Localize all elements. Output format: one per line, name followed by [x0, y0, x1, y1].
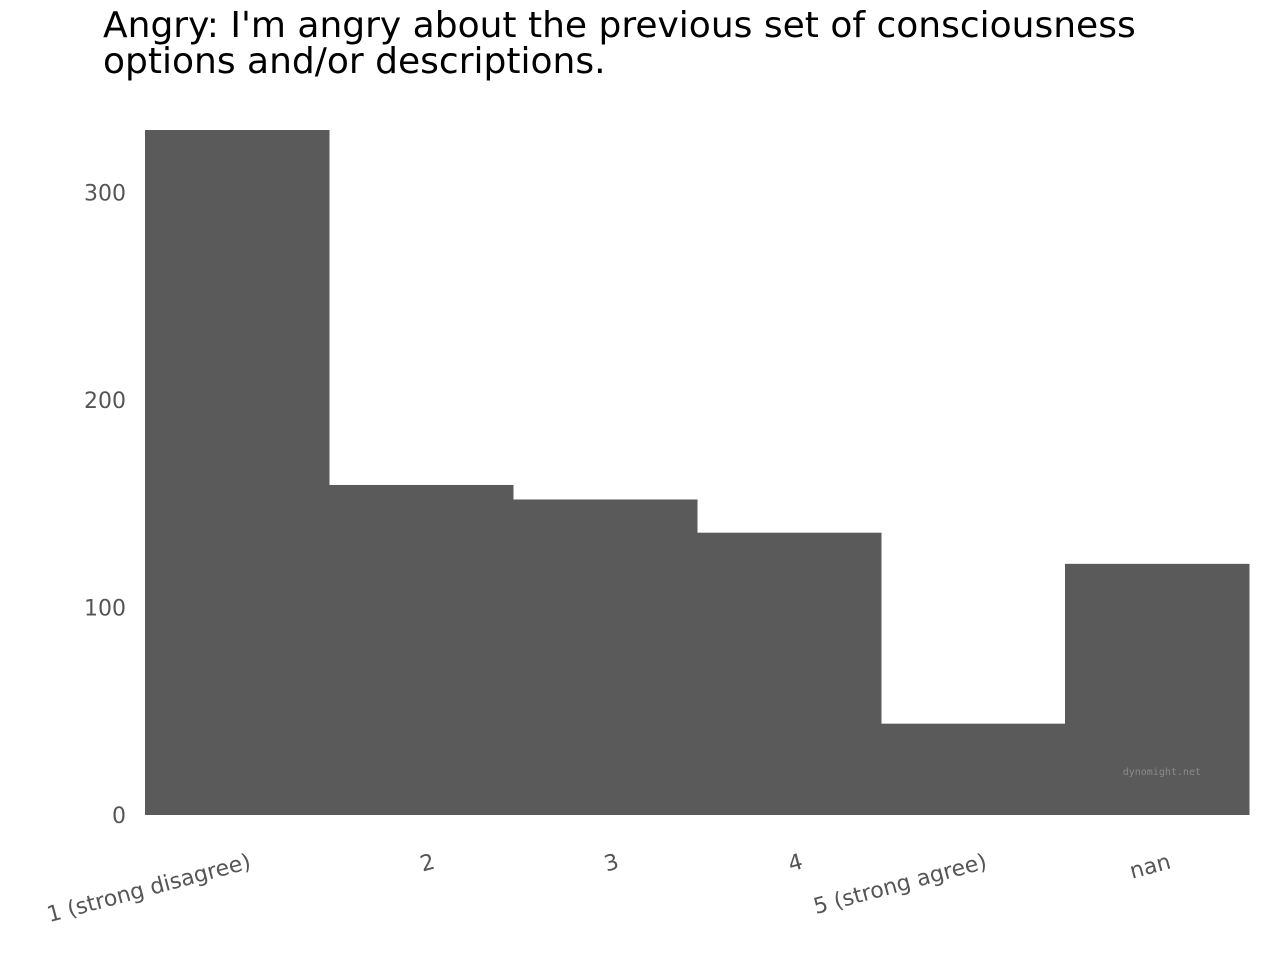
bar-2	[513, 499, 698, 815]
y-axis-ticks: 0 100 200 300	[84, 181, 126, 829]
x-category-label-0: 1 (strong disagree)	[44, 850, 253, 928]
bar-1	[329, 484, 514, 815]
chart-title: Angry: I'm angry about the previous set …	[103, 5, 1136, 82]
bar-3	[697, 532, 882, 815]
bar-0	[145, 130, 330, 815]
bar-5	[1065, 563, 1250, 815]
y-tick-label-1: 100	[84, 596, 126, 621]
x-axis-categories: 1 (strong disagree) 2 3 4 5 (strong agree) na…	[44, 850, 1173, 928]
y-tick-label-3: 300	[84, 181, 126, 206]
x-category-label-1: 2	[418, 850, 438, 878]
bars-group	[145, 130, 1250, 815]
bar-4	[881, 723, 1066, 815]
x-category-label-3: 4	[786, 850, 806, 878]
x-category-label-2: 3	[602, 850, 622, 878]
x-category-label-5: nan	[1127, 850, 1173, 885]
y-tick-label-2: 200	[84, 389, 126, 414]
x-category-label-4: 5 (strong agree)	[811, 850, 990, 920]
watermark-text: dynomight.net	[1123, 767, 1201, 778]
y-tick-label-0: 0	[112, 804, 126, 829]
